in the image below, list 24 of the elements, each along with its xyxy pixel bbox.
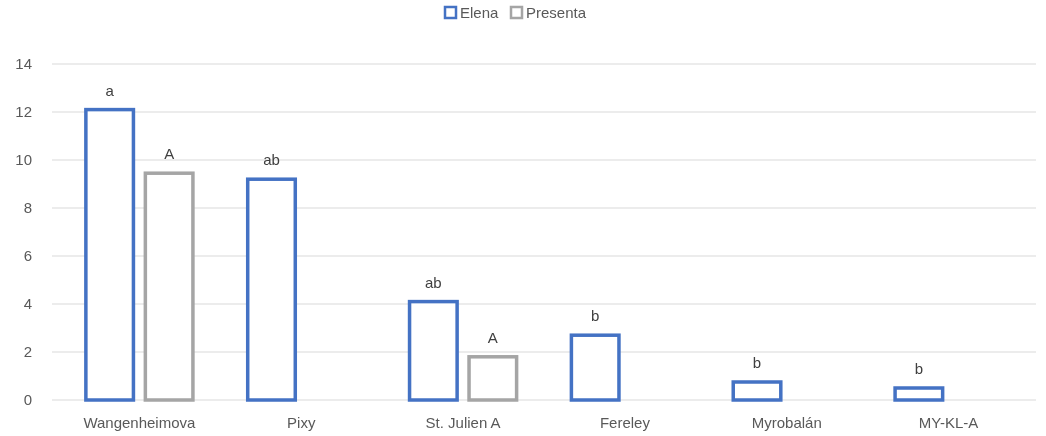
y-tick-label: 6 xyxy=(23,247,32,264)
y-tick-label: 4 xyxy=(23,295,32,312)
x-tick-label: MY-KL-A xyxy=(918,414,979,431)
annotation: a xyxy=(105,81,115,99)
x-tick-label: St. Julien A xyxy=(425,414,501,431)
legend-label: Presenta xyxy=(526,4,587,21)
x-tick-label: Myrobalán xyxy=(751,414,822,431)
y-tick-label: 8 xyxy=(23,199,32,216)
y-tick-label: 12 xyxy=(15,103,32,120)
x-tick-label: Fereley xyxy=(599,414,651,431)
annotation: A xyxy=(487,328,498,346)
x-tick-label: Wangenheimova xyxy=(83,414,197,431)
annotation: A xyxy=(164,145,175,163)
y-tick-label: 14 xyxy=(15,55,32,72)
annotation: ab xyxy=(424,273,442,291)
y-tick-label: 10 xyxy=(15,151,32,168)
y-tick-label: 2 xyxy=(23,343,32,360)
annotation: b xyxy=(591,307,600,325)
legend-label: Elena xyxy=(460,4,500,21)
annotation: b xyxy=(752,354,762,371)
annotation: ab xyxy=(263,151,280,169)
x-tick-label: Pixy xyxy=(287,414,316,431)
y-tick-label: 0 xyxy=(23,391,32,408)
annotation: b xyxy=(914,360,924,377)
